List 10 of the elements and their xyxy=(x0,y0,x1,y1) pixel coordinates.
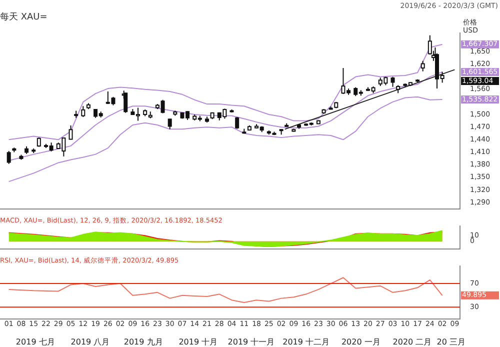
x2-tick-label: 2019 七月 xyxy=(16,337,55,346)
x2-tick-label: 2019 八月 xyxy=(70,337,110,346)
x2-tick-label: 2019 十月 xyxy=(178,337,218,346)
x2-tick-label: 2019 九月 xyxy=(124,337,163,346)
chart-title: 每天 XAU= xyxy=(0,12,48,23)
x2-tick-label: 2020 二月 xyxy=(392,337,432,346)
x2-tick-label: 2020 一月 xyxy=(341,337,380,346)
x2-tick-label: 20 三月 xyxy=(436,337,466,346)
x2-tick-label: 2019 十一月 xyxy=(228,337,275,346)
x2-tick-label: 2019 十二月 xyxy=(282,337,330,346)
